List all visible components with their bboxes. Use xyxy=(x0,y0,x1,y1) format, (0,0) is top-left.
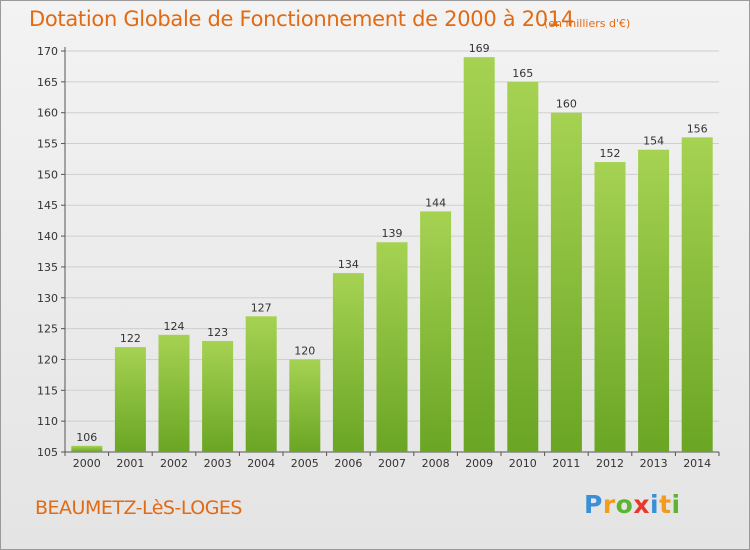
logo-letter: i xyxy=(650,490,660,519)
bar-2014 xyxy=(681,137,713,452)
x-tick-label-2009: 2009 xyxy=(465,457,493,470)
value-label-2013: 154 xyxy=(643,135,664,148)
y-tick-label: 155 xyxy=(37,138,58,151)
x-tick-label-2007: 2007 xyxy=(378,457,406,470)
x-tick-label-2014: 2014 xyxy=(683,457,711,470)
logo-letter: t xyxy=(659,490,672,519)
chart-title: Dotation Globale de Fonctionnement de 20… xyxy=(29,7,574,31)
logo-letter: P xyxy=(584,490,603,519)
labels: 105 110 115 120 125 130 135 140 145 150 155 160 165 1… xyxy=(37,42,711,470)
proxiti-logo: Proxiti xyxy=(584,490,681,519)
logo-letter: i xyxy=(671,490,681,519)
y-tick-label: 145 xyxy=(37,199,58,212)
bar-2003 xyxy=(202,340,234,452)
x-tick-label-2004: 2004 xyxy=(247,457,275,470)
value-label-2009: 169 xyxy=(469,42,490,55)
value-label-2003: 123 xyxy=(207,326,228,339)
bar-2000 xyxy=(71,445,103,452)
bar-2007 xyxy=(376,242,408,452)
y-tick-label: 120 xyxy=(37,353,58,366)
bar-2005 xyxy=(289,359,321,452)
x-tick-label-2012: 2012 xyxy=(596,457,624,470)
town-name: BEAUMETZ-LèS-LOGES xyxy=(35,497,243,519)
bar-2012 xyxy=(594,162,626,453)
bar-2011 xyxy=(550,112,582,452)
bar-2010 xyxy=(507,81,539,452)
x-tick-label-2001: 2001 xyxy=(116,457,144,470)
y-tick-label: 125 xyxy=(37,323,58,336)
y-tick-label: 170 xyxy=(37,45,58,58)
x-tick-label-2010: 2010 xyxy=(509,457,537,470)
x-tick-label-2000: 2000 xyxy=(73,457,101,470)
value-label-2011: 160 xyxy=(556,98,577,111)
bar-2013 xyxy=(638,149,670,452)
value-label-2010: 165 xyxy=(512,67,533,80)
x-tick-label-2006: 2006 xyxy=(334,457,362,470)
value-label-2006: 134 xyxy=(338,258,359,271)
logo-letter: x xyxy=(633,490,650,519)
value-label-2014: 156 xyxy=(687,122,708,135)
y-tick-label: 160 xyxy=(37,107,58,120)
value-label-2001: 122 xyxy=(120,332,141,345)
y-tick-label: 165 xyxy=(37,76,58,89)
value-label-2004: 127 xyxy=(251,301,272,314)
y-tick-label: 110 xyxy=(37,415,58,428)
value-label-2000: 106 xyxy=(76,431,97,444)
x-tick-label-2005: 2005 xyxy=(291,457,319,470)
bar-2006 xyxy=(332,273,364,452)
bar-2008 xyxy=(420,211,452,452)
y-tick-label: 130 xyxy=(37,292,58,305)
value-label-2002: 124 xyxy=(164,320,185,333)
x-tick-label-2011: 2011 xyxy=(552,457,580,470)
bar-2009 xyxy=(463,57,495,453)
value-label-2012: 152 xyxy=(600,147,621,160)
y-tick-label: 150 xyxy=(37,168,58,181)
value-label-2005: 120 xyxy=(294,344,315,357)
logo-letter: r xyxy=(602,490,616,519)
logo-letter: o xyxy=(615,490,634,519)
value-label-2008: 144 xyxy=(425,196,446,209)
y-tick-label: 140 xyxy=(37,230,58,243)
y-tick-label: 105 xyxy=(37,446,58,459)
x-tick-label-2002: 2002 xyxy=(160,457,188,470)
x-tick-label-2013: 2013 xyxy=(640,457,668,470)
x-tick-label-2008: 2008 xyxy=(422,457,450,470)
x-tick-label-2003: 2003 xyxy=(204,457,232,470)
bar-2001 xyxy=(114,347,146,452)
y-tick-label: 115 xyxy=(37,384,58,397)
chart-unit: (en milliers d'€) xyxy=(544,17,631,30)
bar-2002 xyxy=(158,334,190,452)
bar-2004 xyxy=(245,316,277,452)
value-label-2007: 139 xyxy=(382,227,403,240)
bars xyxy=(71,57,713,453)
y-tick-label: 135 xyxy=(37,261,58,274)
